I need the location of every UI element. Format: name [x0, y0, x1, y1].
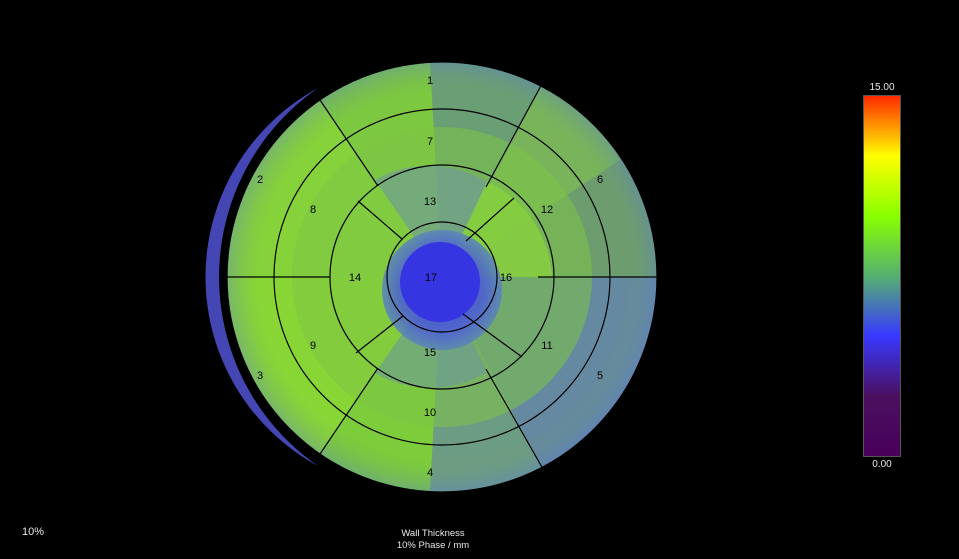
caption-title: Wall Thickness: [401, 528, 465, 539]
segment-label-16: 16: [500, 272, 512, 284]
rim-crescent: [205, 88, 318, 466]
segment-label-12: 12: [541, 204, 553, 216]
colorbar-min-label: 0.00: [872, 459, 892, 470]
segment-borders: [226, 61, 658, 493]
segment-label-5: 5: [597, 370, 603, 382]
segment-label-17: 17: [425, 272, 437, 284]
segment-label-7: 7: [427, 136, 433, 148]
segment-label-14: 14: [349, 272, 361, 284]
phase-percentage: 10%: [22, 526, 45, 538]
segment-label-1: 1: [427, 75, 433, 87]
caption-subtitle: 10% Phase / mm: [396, 540, 470, 551]
segment-label-10: 10: [424, 407, 436, 419]
segment-label-9: 9: [310, 340, 316, 352]
segment-label-4: 4: [427, 467, 433, 479]
segment-label-15: 15: [424, 347, 436, 359]
colorbar: [863, 95, 901, 457]
segment-label-13: 13: [424, 196, 436, 208]
segment-label-8: 8: [310, 204, 316, 216]
segment-label-3: 3: [257, 370, 263, 382]
colorbar-max-label: 15.00: [869, 82, 895, 93]
plot-caption: Wall Thickness 10% Phase / mm: [333, 528, 533, 552]
segment-label-2: 2: [257, 174, 263, 186]
segment-label-6: 6: [597, 174, 603, 186]
segment-label-11: 11: [541, 340, 552, 352]
